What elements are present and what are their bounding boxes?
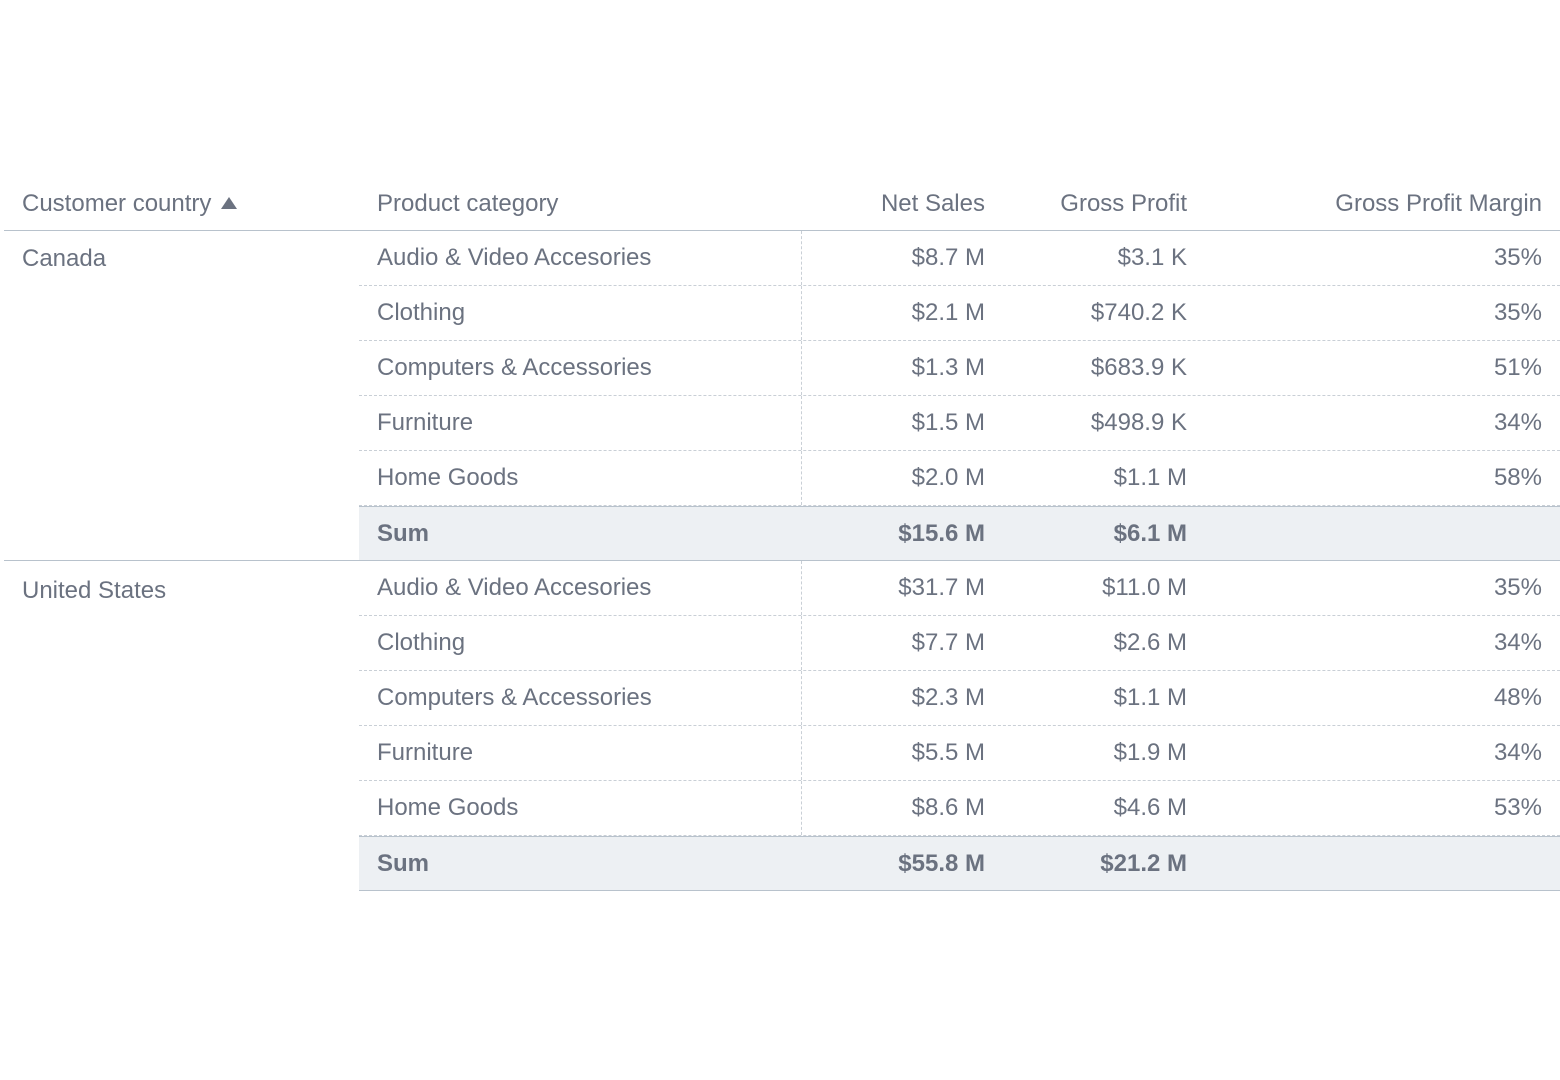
table-row: Computers & Accessories $2.3 M $1.1 M 48… — [359, 671, 1560, 726]
cell-product-category: Audio & Video Accesories — [377, 244, 652, 271]
cell-net-sales: $7.7 M — [911, 629, 985, 656]
cell-gross-profit: $11.0 M — [1102, 574, 1187, 601]
table-row: Home Goods $8.6 M $4.6 M 53% — [359, 781, 1560, 836]
cell-product-category: Clothing — [377, 299, 466, 326]
row-group-canada: Canada Audio & Video Accesories $8.7 M $… — [4, 231, 1560, 561]
cell-product-category: Furniture — [377, 409, 474, 436]
group-rows: Audio & Video Accesories $31.7 M $11.0 M… — [359, 561, 1560, 891]
pivot-table: Customer country Product category Net Sa… — [4, 178, 1560, 891]
cell-gross-profit: $1.9 M — [1113, 739, 1187, 766]
cell-net-sales: $1.3 M — [911, 354, 985, 381]
cell-gross-profit-margin: 34% — [1493, 409, 1542, 436]
cell-gross-profit-margin: 34% — [1493, 739, 1542, 766]
cell-gross-profit: $1.1 M — [1113, 684, 1187, 711]
cell-net-sales: $2.3 M — [911, 684, 985, 711]
sum-label: Sum — [377, 520, 430, 547]
column-header-net-sales[interactable]: Net Sales — [880, 190, 985, 217]
table-row: Clothing $7.7 M $2.6 M 34% — [359, 616, 1560, 671]
sum-row: Sum $55.8 M $21.2 M — [359, 836, 1560, 891]
cell-gross-profit: $3.1 K — [1117, 244, 1187, 271]
group-rows: Audio & Video Accesories $8.7 M $3.1 K 3… — [359, 231, 1560, 561]
table-row: Audio & Video Accesories $8.7 M $3.1 K 3… — [359, 231, 1560, 286]
sum-gross-profit: $6.1 M — [1113, 520, 1187, 547]
sum-row: Sum $15.6 M $6.1 M — [359, 506, 1560, 561]
cell-gross-profit-margin: 53% — [1493, 794, 1542, 821]
column-header-customer-country[interactable]: Customer country — [22, 178, 238, 230]
cell-gross-profit-margin: 48% — [1493, 684, 1542, 711]
cell-product-category: Computers & Accessories — [377, 354, 652, 381]
cell-gross-profit: $740.2 K — [1090, 299, 1187, 326]
cell-gross-profit-margin: 35% — [1493, 574, 1542, 601]
cell-net-sales: $2.0 M — [911, 464, 985, 491]
cell-product-category: Clothing — [377, 629, 466, 656]
group-label-country: Canada — [22, 245, 107, 272]
table-row: Computers & Accessories $1.3 M $683.9 K … — [359, 341, 1560, 396]
cell-gross-profit: $4.6 M — [1113, 794, 1187, 821]
column-header-label: Customer country — [22, 190, 212, 217]
cell-net-sales: $8.7 M — [911, 244, 985, 271]
cell-gross-profit-margin: 34% — [1493, 629, 1542, 656]
cell-product-category: Furniture — [377, 739, 474, 766]
sum-net-sales: $55.8 M — [898, 850, 985, 877]
cell-net-sales: $31.7 M — [898, 574, 985, 601]
cell-net-sales: $1.5 M — [911, 409, 985, 436]
table-row: Furniture $1.5 M $498.9 K 34% — [359, 396, 1560, 451]
table-row: Furniture $5.5 M $1.9 M 34% — [359, 726, 1560, 781]
cell-gross-profit: $2.6 M — [1113, 629, 1187, 656]
cell-net-sales: $2.1 M — [911, 299, 985, 326]
cell-product-category: Home Goods — [377, 794, 519, 821]
group-label-country: United States — [22, 577, 167, 604]
column-header-gross-profit-margin[interactable]: Gross Profit Margin — [1335, 190, 1542, 217]
sort-ascending-icon[interactable] — [221, 197, 238, 209]
cell-gross-profit-margin: 58% — [1493, 464, 1542, 491]
cell-product-category: Home Goods — [377, 464, 519, 491]
cell-gross-profit-margin: 51% — [1493, 354, 1542, 381]
cell-gross-profit: $683.9 K — [1090, 354, 1187, 381]
table-row: Clothing $2.1 M $740.2 K 35% — [359, 286, 1560, 341]
cell-net-sales: $8.6 M — [911, 794, 985, 821]
cell-product-category: Audio & Video Accesories — [377, 574, 652, 601]
cell-net-sales: $5.5 M — [911, 739, 985, 766]
table-row: Audio & Video Accesories $31.7 M $11.0 M… — [359, 561, 1560, 616]
cell-gross-profit-margin: 35% — [1493, 244, 1542, 271]
cell-gross-profit: $1.1 M — [1113, 464, 1187, 491]
cell-product-category: Computers & Accessories — [377, 684, 652, 711]
column-header-product-category[interactable]: Product category — [377, 190, 559, 217]
sum-net-sales: $15.6 M — [898, 520, 985, 547]
column-header-gross-profit[interactable]: Gross Profit — [1060, 190, 1187, 217]
row-group-united-states: United States Audio & Video Accesories $… — [4, 560, 1560, 891]
cell-gross-profit: $498.9 K — [1090, 409, 1187, 436]
sum-gross-profit: $21.2 M — [1100, 850, 1187, 877]
cell-gross-profit-margin: 35% — [1493, 299, 1542, 326]
table-header: Customer country Product category Net Sa… — [4, 178, 1560, 231]
sum-label: Sum — [377, 850, 430, 877]
table-row: Home Goods $2.0 M $1.1 M 58% — [359, 451, 1560, 506]
